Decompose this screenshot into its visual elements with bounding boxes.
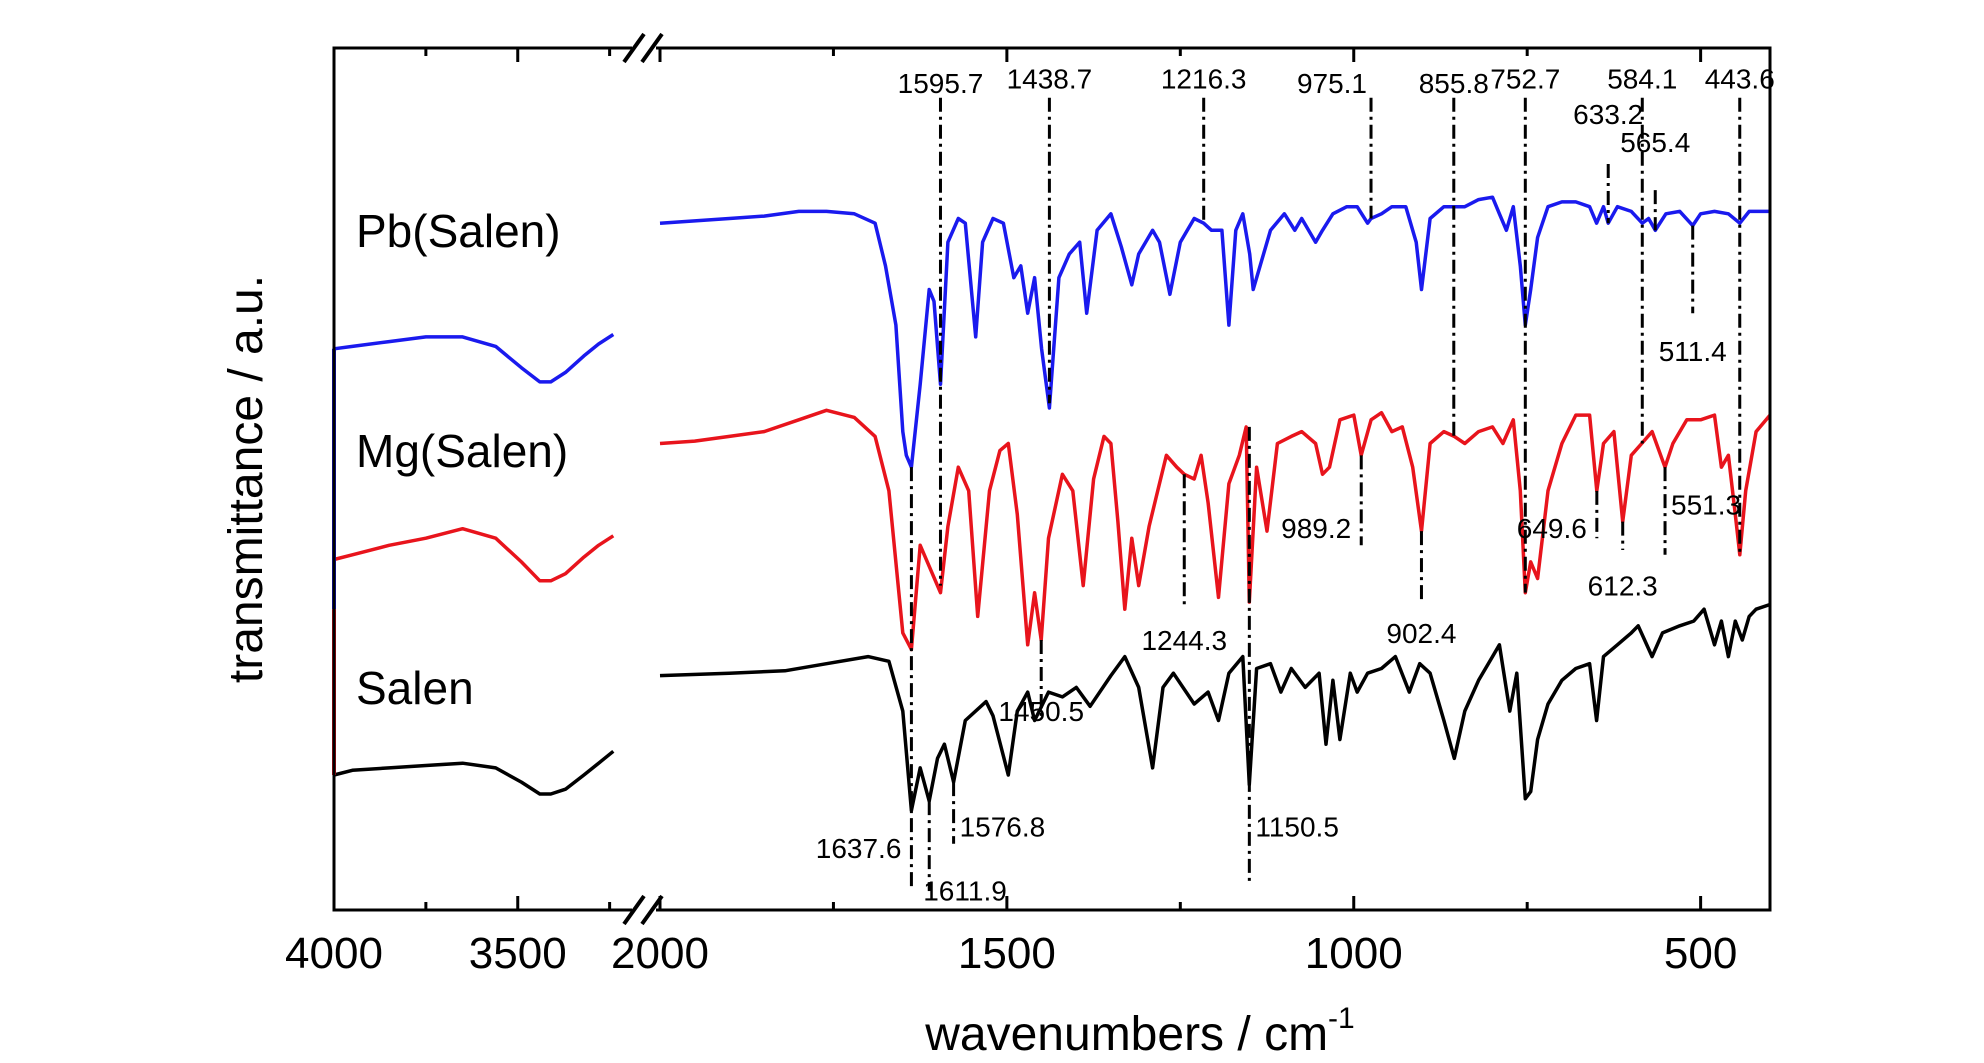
axis-break-mark-bottom bbox=[622, 894, 646, 926]
peak-label: 855.8 bbox=[1419, 68, 1489, 99]
x-axis-title-text: wavenumbers / cm bbox=[924, 1008, 1328, 1061]
peak-label: 551.3 bbox=[1671, 490, 1741, 521]
peak-label: 1611.9 bbox=[923, 876, 1007, 907]
axes bbox=[332, 46, 1772, 912]
x-tick-label: 1000 bbox=[1305, 929, 1403, 978]
axis-break-mark-top bbox=[640, 32, 664, 64]
x-tick-label: 3500 bbox=[469, 929, 567, 978]
peak-label: 1637.6 bbox=[816, 833, 902, 864]
series-line-pb-salen-left bbox=[333, 333, 615, 384]
peak-label: 902.4 bbox=[1386, 618, 1456, 649]
x-tick-label: 2000 bbox=[611, 929, 709, 978]
series-line-salen-left bbox=[333, 749, 615, 796]
series-label-salen: Salen bbox=[356, 662, 474, 714]
peak-label: 565.4 bbox=[1620, 127, 1690, 158]
peak-label: 1438.7 bbox=[1007, 63, 1093, 94]
x-tick-label: 4000 bbox=[285, 929, 383, 978]
series-label-pb-salen: Pb(Salen) bbox=[356, 205, 561, 257]
axis-break-mark-bottom bbox=[640, 894, 664, 926]
peak-label: 443.6 bbox=[1705, 63, 1775, 94]
series-line-salen bbox=[659, 602, 1771, 813]
axis-break-marks bbox=[622, 32, 664, 926]
x-tick-label: 500 bbox=[1664, 929, 1737, 978]
peak-label: 584.1 bbox=[1607, 63, 1677, 94]
peak-annotations: 1595.7 1438.7 1216.3 975.1 855.8 752.7 633.2 58… bbox=[816, 63, 1775, 906]
series-labels: Salen Mg(Salen) Pb(Salen) bbox=[356, 205, 568, 714]
x-tick-label: 1500 bbox=[958, 929, 1056, 978]
peak-label: 1595.7 bbox=[898, 68, 984, 99]
peak-label: 989.2 bbox=[1281, 513, 1351, 544]
peak-label: 649.6 bbox=[1517, 513, 1587, 544]
peak-label: 1244.3 bbox=[1141, 625, 1227, 656]
peak-label: 975.1 bbox=[1297, 68, 1367, 99]
peak-label: 1216.3 bbox=[1161, 63, 1247, 94]
peak-label: 1450.5 bbox=[998, 696, 1084, 727]
peak-label: 511.4 bbox=[1659, 336, 1727, 367]
y-axis-title: transmittance / a.u. bbox=[220, 275, 273, 683]
peak-label: 633.2 bbox=[1573, 99, 1643, 130]
x-axis-title-superscript: -1 bbox=[1328, 1002, 1355, 1035]
series-line-mg-salen bbox=[659, 408, 1772, 652]
series-line-pb-salen bbox=[659, 195, 1770, 469]
x-axis-title: wavenumbers / cm-1 bbox=[924, 1002, 1354, 1061]
peak-label: 1576.8 bbox=[960, 812, 1046, 843]
series-line-mg-salen-left bbox=[333, 526, 615, 583]
peak-label: 752.7 bbox=[1490, 63, 1560, 94]
axis-break-mark-top bbox=[622, 32, 646, 64]
x-axis-ticks: 4000 3500 2000 1500 1000 500 bbox=[285, 48, 1737, 978]
peak-label: 1150.5 bbox=[1255, 812, 1339, 843]
plot-frame bbox=[332, 46, 1772, 912]
peak-label: 612.3 bbox=[1588, 571, 1658, 602]
series-label-mg-salen: Mg(Salen) bbox=[356, 425, 568, 477]
